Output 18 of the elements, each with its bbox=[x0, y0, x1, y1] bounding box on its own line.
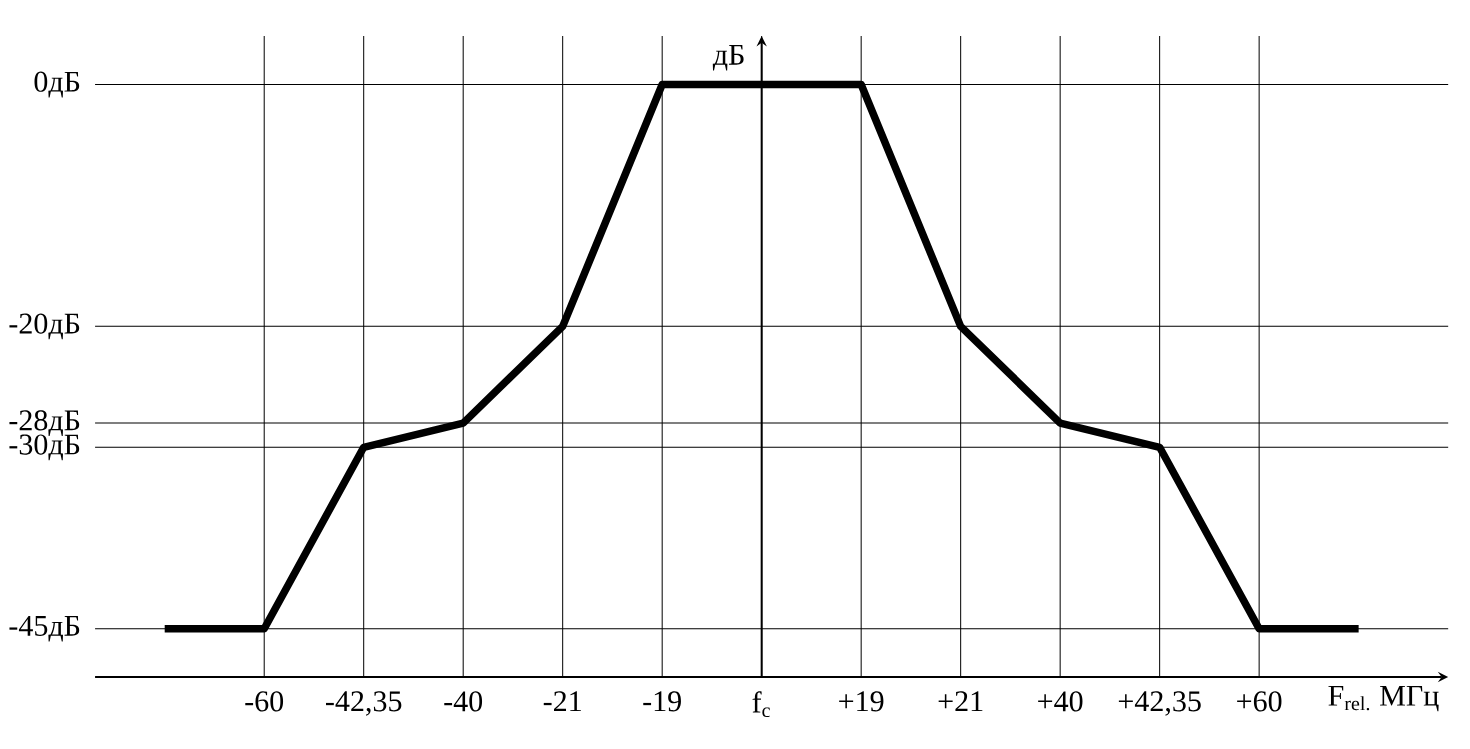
x-tick-label: +19 bbox=[839, 691, 884, 712]
y-tick-label: -28дБ bbox=[9, 410, 80, 437]
x-tick-label: +60 bbox=[1237, 691, 1282, 712]
y-tick-label: -45дБ bbox=[9, 615, 80, 642]
x-tick-label: -60 bbox=[245, 691, 284, 712]
x-tick-label: -21 bbox=[543, 691, 581, 712]
x-tick-label: -19 bbox=[643, 691, 681, 712]
y-tick-label: -20дБ bbox=[9, 313, 80, 340]
x-tick-label: -42,35 bbox=[326, 691, 402, 716]
x-tick-label: +40 bbox=[1038, 691, 1083, 712]
y-tick-label: 0дБ bbox=[34, 71, 80, 98]
y-tick-label: -30дБ bbox=[9, 434, 80, 461]
x-tick-label: -40 bbox=[444, 691, 483, 712]
x-tick-label: f$_{c}$ bbox=[752, 691, 770, 718]
x-axis-title: F$_{rel.}$ МГц bbox=[1328, 686, 1439, 712]
y-axis-title: дБ bbox=[712, 45, 744, 71]
x-tick-label: +42,35 bbox=[1118, 691, 1201, 716]
x-tick-label: +21 bbox=[938, 691, 983, 712]
